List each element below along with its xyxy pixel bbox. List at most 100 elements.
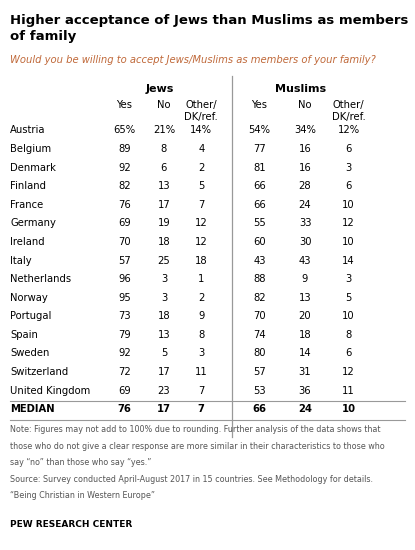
Text: 5: 5 (345, 293, 352, 303)
Text: Would you be willing to accept Jews/Muslims as members of your family?: Would you be willing to accept Jews/Musl… (10, 55, 376, 65)
Text: United Kingdom: United Kingdom (10, 386, 90, 395)
Text: 18: 18 (195, 256, 208, 266)
Text: 92: 92 (118, 163, 131, 173)
Text: 80: 80 (253, 349, 266, 359)
Text: PEW RESEARCH CENTER: PEW RESEARCH CENTER (10, 520, 133, 529)
Text: 3: 3 (345, 163, 352, 173)
Text: 19: 19 (158, 218, 170, 228)
Text: 12: 12 (342, 367, 355, 377)
Text: 88: 88 (253, 274, 266, 284)
Text: 10: 10 (342, 404, 356, 414)
Text: Germany: Germany (10, 218, 56, 228)
Text: Ireland: Ireland (10, 237, 45, 247)
Text: 18: 18 (299, 330, 311, 340)
Text: Belgium: Belgium (10, 144, 51, 154)
Text: Finland: Finland (10, 181, 46, 191)
Text: 79: 79 (118, 330, 131, 340)
Text: Portugal: Portugal (10, 311, 52, 321)
Text: 5: 5 (161, 349, 167, 359)
Text: 12: 12 (195, 237, 208, 247)
Text: 34%: 34% (294, 125, 316, 135)
Text: 57: 57 (253, 367, 266, 377)
Text: 14: 14 (299, 349, 311, 359)
Text: 69: 69 (118, 218, 131, 228)
Text: 5: 5 (198, 181, 205, 191)
Text: 24: 24 (298, 404, 312, 414)
Text: 14: 14 (342, 256, 355, 266)
Text: 76: 76 (118, 200, 131, 210)
Text: Netherlands: Netherlands (10, 274, 71, 284)
Text: 70: 70 (253, 311, 266, 321)
Text: 55: 55 (253, 218, 266, 228)
Text: 73: 73 (118, 311, 131, 321)
Text: 20: 20 (299, 311, 311, 321)
Text: 81: 81 (253, 163, 266, 173)
Text: 17: 17 (158, 200, 170, 210)
Text: 18: 18 (158, 311, 170, 321)
Text: “Being Christian in Western Europe”: “Being Christian in Western Europe” (10, 491, 155, 500)
Text: 66: 66 (252, 404, 266, 414)
Text: 17: 17 (158, 367, 170, 377)
Text: 70: 70 (118, 237, 131, 247)
Text: 95: 95 (118, 293, 131, 303)
Text: 9: 9 (198, 311, 205, 321)
Text: 43: 43 (253, 256, 266, 266)
Text: 31: 31 (299, 367, 311, 377)
Text: Note: Figures may not add to 100% due to rounding. Further analysis of the data : Note: Figures may not add to 100% due to… (10, 425, 381, 434)
Text: 33: 33 (299, 218, 311, 228)
Text: 13: 13 (158, 330, 170, 340)
Text: 3: 3 (198, 349, 205, 359)
Text: 12: 12 (195, 218, 208, 228)
Text: Spain: Spain (10, 330, 38, 340)
Text: 66: 66 (253, 200, 266, 210)
Text: 69: 69 (118, 386, 131, 395)
Text: 4: 4 (198, 144, 205, 154)
Text: 7: 7 (198, 200, 205, 210)
Text: 2: 2 (198, 163, 205, 173)
Text: 82: 82 (118, 181, 131, 191)
Text: 6: 6 (161, 163, 167, 173)
Text: 3: 3 (161, 293, 167, 303)
Text: Italy: Italy (10, 256, 32, 266)
Text: 12%: 12% (337, 125, 360, 135)
Text: Yes: Yes (117, 100, 132, 110)
Text: 8: 8 (345, 330, 352, 340)
Text: 11: 11 (195, 367, 208, 377)
Text: 10: 10 (342, 237, 355, 247)
Text: 18: 18 (158, 237, 170, 247)
Text: Higher acceptance of Jews than Muslims as members
of family: Higher acceptance of Jews than Muslims a… (10, 14, 409, 43)
Text: 72: 72 (118, 367, 131, 377)
Text: 11: 11 (342, 386, 355, 395)
Text: 6: 6 (345, 181, 352, 191)
Text: 1: 1 (198, 274, 205, 284)
Text: No: No (157, 100, 171, 110)
Text: 82: 82 (253, 293, 266, 303)
Text: MEDIAN: MEDIAN (10, 404, 55, 414)
Text: Sweden: Sweden (10, 349, 50, 359)
Text: 2: 2 (198, 293, 205, 303)
Text: 30: 30 (299, 237, 311, 247)
Text: 57: 57 (118, 256, 131, 266)
Text: 25: 25 (158, 256, 170, 266)
Text: say “no” than those who say “yes.”: say “no” than those who say “yes.” (10, 458, 152, 467)
Text: Other/
DK/ref.: Other/ DK/ref. (184, 100, 218, 122)
Text: 9: 9 (302, 274, 308, 284)
Text: 76: 76 (117, 404, 132, 414)
Text: 6: 6 (345, 144, 352, 154)
Text: 66: 66 (253, 181, 266, 191)
Text: Muslims: Muslims (275, 84, 327, 94)
Text: Other/
DK/ref.: Other/ DK/ref. (332, 100, 366, 122)
Text: 21%: 21% (153, 125, 175, 135)
Text: 16: 16 (299, 144, 311, 154)
Text: 8: 8 (161, 144, 167, 154)
Text: 24: 24 (299, 200, 311, 210)
Text: No: No (298, 100, 312, 110)
Text: 10: 10 (342, 200, 355, 210)
Text: 23: 23 (158, 386, 170, 395)
Text: 14%: 14% (190, 125, 212, 135)
Text: 13: 13 (158, 181, 170, 191)
Text: 7: 7 (198, 386, 205, 395)
Text: 7: 7 (198, 404, 205, 414)
Text: 10: 10 (342, 311, 355, 321)
Text: Yes: Yes (251, 100, 267, 110)
